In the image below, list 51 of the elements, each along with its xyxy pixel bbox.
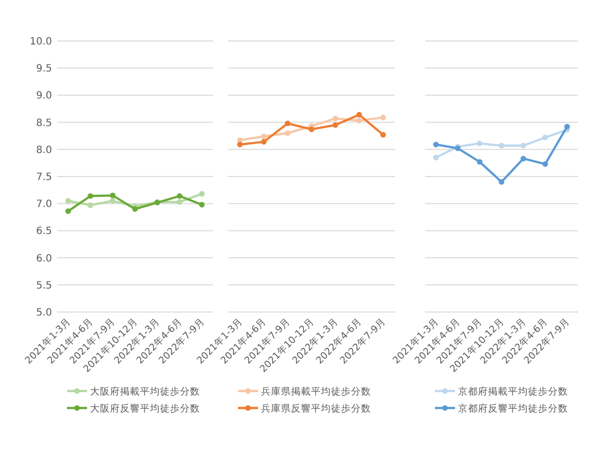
point [433, 142, 439, 148]
point [308, 126, 314, 132]
legend-label: 大阪府反響平均徒歩分数 [90, 402, 200, 414]
y-tick-label: 9.5 [36, 64, 52, 75]
point [380, 114, 386, 120]
y-tick-label: 5.5 [36, 280, 52, 292]
y-tick-label: 10.0 [30, 36, 52, 48]
point [132, 206, 138, 212]
point [284, 130, 290, 136]
y-tick-label: 9.0 [36, 90, 52, 102]
point [498, 142, 504, 148]
point [433, 154, 439, 160]
point [332, 116, 338, 122]
point [88, 202, 94, 208]
point [260, 134, 267, 140]
point [88, 193, 94, 199]
point [284, 120, 290, 126]
point [356, 118, 362, 124]
point [237, 142, 243, 148]
point [110, 192, 116, 198]
point [356, 112, 362, 118]
point [199, 191, 205, 197]
point [542, 161, 548, 167]
point [110, 198, 116, 204]
point [520, 156, 526, 162]
point [476, 159, 482, 165]
point [199, 202, 205, 208]
legend-label: 京都府反響平均徒歩分数 [458, 402, 568, 414]
y-tick-label: 8.5 [36, 118, 52, 129]
point [332, 122, 338, 128]
point [65, 198, 71, 204]
point [498, 179, 504, 185]
y-tick-label: 5.0 [36, 308, 52, 318]
point [564, 124, 570, 130]
y-tick-label: 6.5 [36, 226, 52, 238]
point [176, 193, 182, 199]
point [520, 142, 526, 148]
point [176, 199, 182, 205]
legend-label: 兵庫県反響平均徒歩分数 [261, 402, 371, 414]
point [476, 140, 482, 146]
legend-label: 京都府掲載平均徒歩分数 [458, 386, 568, 398]
y-tick-label: 7.0 [36, 199, 52, 210]
y-tick-label: 7.5 [36, 172, 52, 183]
legend-label: 兵庫県掲載平均徒歩分数 [261, 386, 371, 398]
point [260, 139, 267, 145]
point [65, 208, 71, 214]
legend-label: 大阪府掲載平均徒歩分数 [90, 386, 200, 398]
y-tick-label: 8.0 [36, 144, 52, 156]
point [380, 132, 386, 138]
point [542, 134, 548, 140]
y-tick-label: 6.0 [36, 253, 52, 264]
